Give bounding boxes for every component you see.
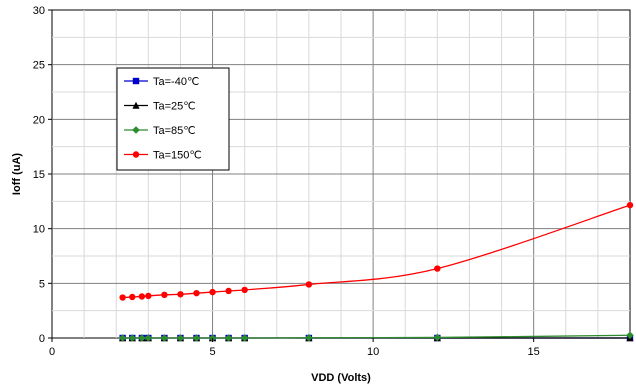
legend-label: Ta=150℃ [153,150,202,162]
legend-marker [132,77,140,85]
y-tick-label: 0 [39,333,45,345]
data-point [144,334,153,342]
data-point [129,293,136,301]
y-tick-label: 10 [33,224,45,236]
data-point [626,331,634,340]
y-axis-title: Ioff (uA) [11,153,23,195]
data-point [177,291,184,298]
data-point [160,334,169,342]
data-point [192,334,201,342]
y-tick-label: 25 [33,60,45,72]
legend-item: Ta=150℃ [124,150,202,162]
legend-item: Ta=-40℃ [124,76,199,88]
x-tick-label: 5 [209,346,215,358]
legend: Ta=-40℃ Ta=25℃ Ta=85℃ Ta=150℃ [116,67,230,171]
legend-label: Ta=-40℃ [153,76,199,88]
data-point [433,333,442,342]
y-tick-label: 5 [39,278,45,290]
series-3 [119,201,634,301]
data-point [434,265,441,272]
data-point [305,281,313,288]
data-point [138,334,146,342]
data-point [145,292,152,300]
data-point [626,201,634,209]
y-tick-label: 30 [33,5,45,17]
data-point [176,334,185,342]
data-point [241,286,248,294]
series-layer [118,201,634,342]
x-tick-label: 15 [528,346,540,358]
ticks: 0 5 10 15 0 5 10 15 20 25 30 [33,5,540,358]
legend-item: Ta=85℃ [124,125,196,137]
data-point [128,334,137,342]
x-tick-label: 0 [49,346,55,358]
y-tick-label: 15 [33,169,45,181]
data-point [305,333,313,342]
data-point [225,287,232,295]
data-point [118,334,127,342]
data-point [161,291,168,299]
grid [52,10,630,338]
legend-item: Ta=25℃ [124,101,196,113]
legend-marker [132,151,140,158]
y-tick-label: 20 [33,114,45,126]
data-point [224,334,233,342]
data-point [138,293,146,300]
legend-label: Ta=85℃ [153,125,196,137]
data-point [209,288,216,296]
data-point [240,334,249,342]
x-axis-title: VDD (Volts) [311,372,371,384]
legend-marker [132,101,140,109]
legend-marker [132,126,140,134]
data-point [119,294,126,301]
x-tick-label: 10 [367,346,379,358]
data-point [193,289,200,297]
legend-label: Ta=25℃ [153,101,196,113]
